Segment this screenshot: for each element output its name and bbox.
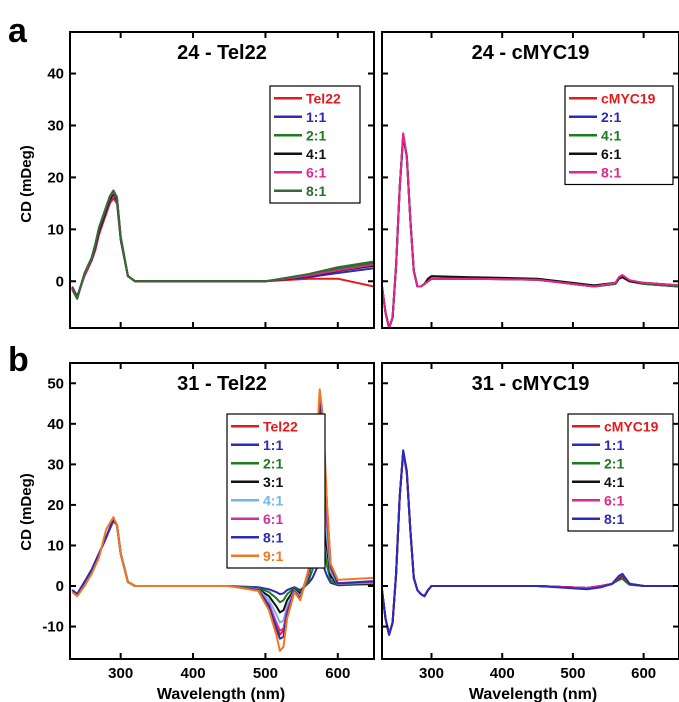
legend-entry: 3:1 (263, 474, 283, 490)
plot-frame (69, 362, 375, 660)
y-tick-label: 0 (56, 578, 64, 595)
x-tick-label: 300 (419, 665, 444, 682)
legend-box (226, 413, 326, 569)
x-tick-label: 400 (181, 665, 206, 682)
legend-entry: 2:1 (263, 455, 283, 471)
legend-entry: 1:1 (604, 437, 624, 453)
legend: cMYC19 1:1 2:1 4:1 6:1 8:1 (567, 413, 674, 532)
chart-panel-4: 300 400 500 600 31 - cMYC19 cMYC19 1:1 2:1 4:1 6:… (381, 362, 679, 682)
legend-entry: cMYC19 (604, 418, 659, 434)
panel-letter-a: a (8, 12, 28, 50)
y-tick-label: 10 (47, 221, 64, 238)
chart-title: 31 - cMYC19 (472, 373, 590, 395)
series-line-6 (382, 449, 679, 636)
y-tick-label: 30 (47, 117, 64, 134)
legend-entry: 8:1 (601, 164, 621, 180)
legend-entry: 6:1 (306, 164, 326, 180)
y-axis-label-bottom: CD (mDeg) (18, 473, 35, 551)
legend-entry: 4:1 (263, 492, 283, 508)
series-line-6 (71, 189, 374, 300)
legend: Tel22 1:1 2:1 3:1 4:1 6:1 8:1 9:1 (226, 413, 326, 569)
plot-frame (381, 31, 679, 329)
x-axis-label-right: Wavelength (nm) (469, 686, 597, 702)
y-tick-label: 40 (47, 416, 64, 433)
series-line-5 (382, 132, 679, 328)
legend-entry: Tel22 (306, 90, 341, 106)
y-tick-label: -10 (42, 619, 64, 636)
panel-letter-b: b (8, 341, 29, 379)
chart-title: 24 - Tel22 (177, 42, 267, 64)
x-tick-label: 600 (325, 665, 350, 682)
legend-box (567, 413, 674, 532)
legend-entry: 6:1 (601, 146, 621, 162)
series-line-8 (71, 388, 374, 652)
x-tick-label: 600 (631, 665, 656, 682)
legend-box (269, 85, 361, 204)
legend-entry: 6:1 (604, 492, 624, 508)
legend-entry: 2:1 (604, 455, 624, 471)
legend-entry: 8:1 (263, 529, 283, 545)
x-axis-label-left: Wavelength (nm) (157, 686, 285, 702)
legend-entry: 9:1 (263, 548, 283, 564)
y-tick-label: 40 (47, 66, 64, 83)
legend-entry: cMYC19 (601, 90, 656, 106)
y-tick-label: 20 (47, 169, 64, 186)
plot-frame (69, 31, 375, 329)
legend-entry: 8:1 (306, 183, 326, 199)
chart-title: 24 - cMYC19 (472, 42, 590, 64)
legend-entry: 6:1 (263, 511, 283, 527)
legend-entry: 4:1 (601, 127, 621, 143)
chart-panel-1: 0 10 20 30 40 24 - Tel22 Tel22 1:1 2:1 4:1 6:1 8:1 (47, 31, 375, 329)
y-tick-label: 50 (47, 375, 64, 392)
legend-entry: 1:1 (306, 109, 326, 125)
legend-entry: 2:1 (306, 127, 326, 143)
y-tick-label: 30 (47, 456, 64, 473)
chart-panel-3: 300 400 500 600 -10 0 10 20 30 40 50 31 - Tel22 Tel2… (42, 362, 375, 682)
plot-frame (381, 362, 679, 660)
y-axis-label-top: CD (mDeg) (18, 145, 35, 223)
legend-entry: 4:1 (604, 474, 624, 490)
legend-entry: Tel22 (263, 418, 298, 434)
legend-entry: 4:1 (306, 146, 326, 162)
y-tick-label: 10 (47, 537, 64, 554)
chart-panel-2: 24 - cMYC19 cMYC19 2:1 4:1 6:1 8:1 (381, 31, 679, 329)
y-tick-label: 0 (56, 273, 64, 290)
legend-entry: 2:1 (601, 109, 621, 125)
legend-entry: 1:1 (263, 437, 283, 453)
x-tick-label: 300 (108, 665, 133, 682)
x-tick-label: 400 (490, 665, 515, 682)
y-tick-label: 20 (47, 497, 64, 514)
chart-title: 31 - Tel22 (177, 373, 267, 395)
legend-entry: 8:1 (604, 511, 624, 527)
x-tick-label: 500 (253, 665, 278, 682)
x-tick-label: 500 (560, 665, 585, 682)
legend: cMYC19 2:1 4:1 6:1 8:1 (564, 85, 674, 186)
legend: Tel22 1:1 2:1 4:1 6:1 8:1 (269, 85, 361, 204)
